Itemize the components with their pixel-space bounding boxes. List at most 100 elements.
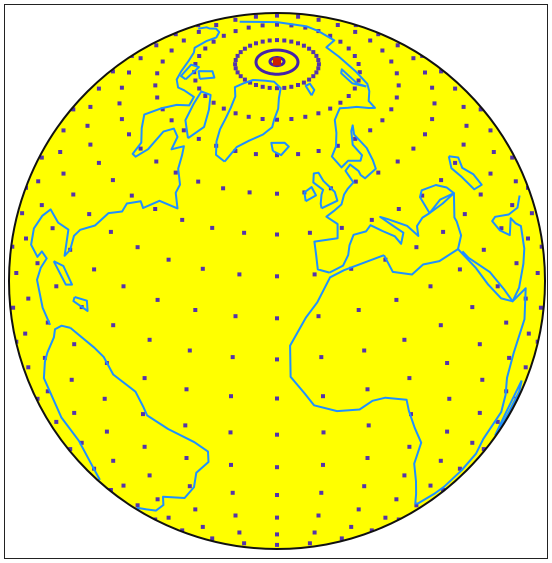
graticule-dot bbox=[352, 86, 357, 91]
graticule-dot bbox=[356, 62, 361, 66]
graticule-dot bbox=[395, 43, 400, 48]
graticule-dot bbox=[461, 142, 466, 147]
graticule-dot bbox=[275, 22, 279, 27]
graticule-dot bbox=[275, 532, 279, 537]
graticule-dot bbox=[275, 357, 279, 362]
graticule-dot bbox=[166, 257, 171, 262]
graticule-dot bbox=[242, 230, 247, 235]
graticule-dot bbox=[45, 320, 50, 325]
graticule-dot bbox=[196, 179, 201, 184]
graticule-dot bbox=[147, 473, 152, 478]
graticule-dot bbox=[155, 497, 160, 502]
graticule-dot bbox=[464, 123, 469, 128]
graticule-dot bbox=[535, 271, 540, 275]
graticule-dot bbox=[338, 39, 343, 44]
graticule-dot bbox=[254, 83, 258, 87]
graticule-dot bbox=[301, 43, 306, 48]
graticule-dot bbox=[462, 212, 467, 217]
graticule-dot bbox=[383, 515, 388, 520]
graticule-dot bbox=[181, 38, 186, 43]
graticule-dot bbox=[20, 211, 25, 216]
graticule-dot bbox=[36, 179, 41, 184]
graticule-dot bbox=[121, 483, 126, 488]
coastline bbox=[419, 184, 455, 214]
graticule-dot bbox=[461, 104, 466, 109]
graticule-dot bbox=[316, 58, 321, 62]
graticule-dot bbox=[180, 528, 185, 533]
coastline bbox=[289, 248, 527, 505]
graticule-dot bbox=[339, 225, 344, 230]
graticule-dot bbox=[420, 193, 425, 198]
coastline bbox=[340, 68, 367, 88]
graticule-dot bbox=[328, 33, 333, 38]
graticule-dot bbox=[69, 377, 74, 382]
graticule-dot bbox=[311, 50, 316, 55]
graticule-dot bbox=[414, 503, 419, 508]
graticule-dot bbox=[247, 190, 252, 195]
graticule-dot bbox=[353, 136, 358, 141]
graticule-dot bbox=[356, 308, 361, 312]
graticule-dot bbox=[267, 85, 272, 90]
graticule-dot bbox=[184, 456, 189, 460]
graticule-dot bbox=[368, 38, 373, 43]
graticule-dot bbox=[389, 107, 394, 112]
graticule-dot bbox=[275, 153, 279, 158]
graticule-dot bbox=[529, 211, 534, 216]
graticule-dot bbox=[180, 217, 185, 222]
graticule-dot bbox=[357, 70, 362, 75]
graticule-dot bbox=[439, 178, 444, 183]
graticule-dot bbox=[407, 444, 412, 449]
graticule-dot bbox=[296, 14, 301, 19]
graticule-dot bbox=[368, 128, 373, 133]
graticule-dot bbox=[282, 38, 287, 43]
coastline bbox=[197, 70, 216, 80]
graticule-dot bbox=[147, 337, 152, 342]
graticule-dot bbox=[307, 46, 312, 51]
graticule-dot bbox=[438, 458, 443, 463]
graticule-dot bbox=[233, 58, 238, 62]
graticule-dot bbox=[230, 490, 235, 495]
graticule-dot bbox=[187, 348, 192, 353]
polar-ring-outer bbox=[254, 48, 300, 76]
graticule-dot bbox=[71, 192, 76, 197]
graticule-dot bbox=[328, 106, 333, 111]
graticule-dot bbox=[229, 394, 233, 399]
graticule-dot bbox=[369, 528, 374, 533]
graticule-dot bbox=[445, 361, 450, 365]
graticule-dot bbox=[394, 297, 399, 302]
graticule-dot bbox=[394, 95, 399, 100]
graticule-dot bbox=[72, 410, 77, 415]
graticule-dot bbox=[362, 348, 367, 353]
graticule-dot bbox=[394, 497, 399, 502]
graticule-dot bbox=[235, 70, 240, 75]
graticule-dot bbox=[478, 107, 483, 112]
graticule-dot bbox=[275, 316, 279, 321]
graticule-dot bbox=[477, 342, 482, 347]
graticule-dot bbox=[26, 296, 31, 301]
graticule-dot bbox=[253, 152, 258, 157]
graticule-dot bbox=[438, 323, 443, 328]
graticule-dot bbox=[14, 271, 19, 275]
graticule-dot bbox=[79, 440, 84, 445]
graticule-dot bbox=[289, 39, 294, 44]
graticule-dot bbox=[275, 191, 279, 196]
graticule-dot bbox=[68, 447, 73, 452]
graticule-dot bbox=[445, 429, 450, 434]
graticule-dot bbox=[35, 396, 40, 401]
graticule-dot bbox=[504, 320, 509, 325]
graticule-dot bbox=[214, 23, 219, 27]
graticule-dot bbox=[155, 95, 160, 100]
graticule-dot bbox=[183, 423, 188, 428]
graticule-dot bbox=[432, 101, 437, 106]
graticule-dot bbox=[430, 85, 435, 90]
graticule-dot bbox=[470, 305, 475, 310]
graticule-dot bbox=[428, 483, 433, 488]
graticule-dot bbox=[396, 207, 401, 211]
graticule-dot bbox=[307, 77, 312, 82]
graticule-dot bbox=[187, 484, 192, 489]
graticule-dot bbox=[430, 117, 435, 122]
graticule-dot bbox=[480, 377, 485, 382]
graticule-dot bbox=[402, 473, 407, 478]
graticule-dot bbox=[319, 355, 324, 360]
graticule-dot bbox=[121, 284, 126, 289]
